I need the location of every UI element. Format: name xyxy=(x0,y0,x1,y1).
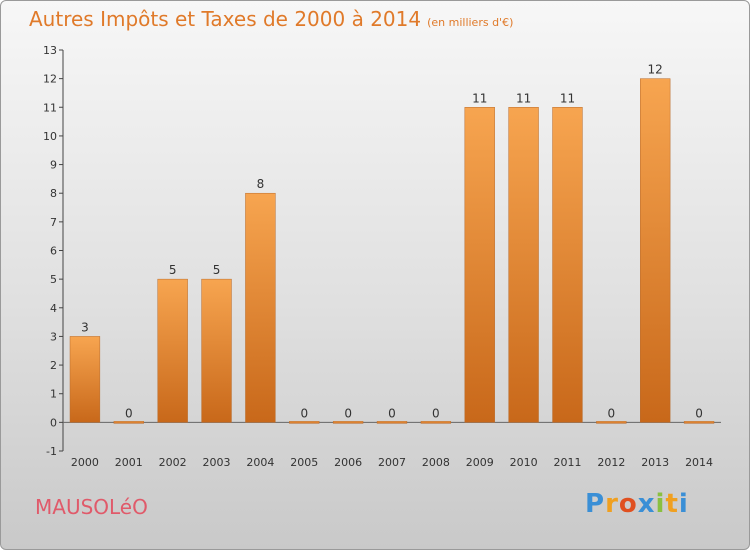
bar-2003 xyxy=(201,278,232,423)
x-tick-label: 2002 xyxy=(159,456,187,469)
logo-letter: P xyxy=(585,489,606,519)
y-tick-label: 4 xyxy=(50,302,57,315)
x-tick-label: 2013 xyxy=(641,456,669,469)
logo-letter: r xyxy=(605,489,619,519)
bar-2012 xyxy=(596,421,627,424)
logo-letter: x xyxy=(637,489,656,519)
bar-2013 xyxy=(640,78,671,423)
logo-letter: o xyxy=(618,489,638,519)
bar-value-label: 11 xyxy=(516,91,531,105)
logo-letter: i xyxy=(678,489,689,519)
x-tick-label: 2014 xyxy=(685,456,713,469)
proxiti-logo[interactable]: Proxiti xyxy=(585,489,689,519)
place-name: MAUSOLéO xyxy=(35,495,148,519)
y-tick-label: 3 xyxy=(50,330,57,343)
y-tick-label: 7 xyxy=(50,216,57,229)
bar-value-label: 5 xyxy=(169,263,177,277)
x-tick-label: 2010 xyxy=(510,456,538,469)
bar-value-label: 11 xyxy=(560,91,575,105)
bar-value-label: 0 xyxy=(608,406,616,420)
x-tick-label: 2000 xyxy=(71,456,99,469)
x-tick-label: 2008 xyxy=(422,456,450,469)
y-tick-label: 8 xyxy=(50,187,57,200)
bar-2001 xyxy=(113,421,144,424)
bar-value-label: 0 xyxy=(388,406,396,420)
bar-value-label: 12 xyxy=(648,63,663,77)
bar-2005 xyxy=(289,421,320,424)
bar-value-label: 8 xyxy=(257,177,265,191)
y-tick-label: 0 xyxy=(50,416,57,429)
bar-2008 xyxy=(420,421,452,424)
x-tick-label: 2012 xyxy=(597,456,625,469)
chart-title-text: Autres Impôts et Taxes de 2000 à 2014 xyxy=(29,7,422,31)
y-tick-label: 9 xyxy=(50,159,57,172)
x-tick-label: 2007 xyxy=(378,456,406,469)
bar-value-label: 0 xyxy=(344,406,352,420)
bar-value-label: 0 xyxy=(432,406,440,420)
bar-value-label: 3 xyxy=(81,320,89,334)
x-tick-label: 2005 xyxy=(290,456,318,469)
x-tick-label: 2001 xyxy=(115,456,143,469)
bar-2011 xyxy=(552,107,583,423)
bar-2007 xyxy=(376,421,408,424)
bar-2014 xyxy=(683,421,715,424)
y-tick-label: 12 xyxy=(43,73,57,86)
bar-2000 xyxy=(69,336,101,423)
x-tick-label: 2011 xyxy=(553,456,581,469)
y-tick-label: 13 xyxy=(43,44,57,57)
bar-2006 xyxy=(332,421,364,424)
y-tick-label: 10 xyxy=(43,130,57,143)
bar-2004 xyxy=(245,192,276,423)
bar-value-label: 11 xyxy=(472,91,487,105)
bar-value-label: 5 xyxy=(213,263,221,277)
bar-value-label: 0 xyxy=(125,406,133,420)
x-tick-label: 2009 xyxy=(466,456,494,469)
x-tick-label: 2003 xyxy=(203,456,231,469)
y-tick-label: 1 xyxy=(50,388,57,401)
bar-2002 xyxy=(157,278,188,423)
chart-subtitle: (en milliers d'€) xyxy=(427,16,514,29)
logo-letter: i xyxy=(655,489,666,519)
bar-value-label: 0 xyxy=(300,406,308,420)
y-tick-label: 2 xyxy=(50,359,57,372)
logo-letter: t xyxy=(665,489,679,519)
bar-2009 xyxy=(464,107,495,423)
x-tick-label: 2004 xyxy=(246,456,274,469)
y-tick-label: 5 xyxy=(50,273,57,286)
bar-2010 xyxy=(508,107,539,423)
y-tick-label: 6 xyxy=(50,245,57,258)
chart-title: Autres Impôts et Taxes de 2000 à 2014 (en… xyxy=(29,7,513,31)
x-tick-label: 2006 xyxy=(334,456,362,469)
y-tick-label: 11 xyxy=(43,101,57,114)
bar-value-label: 0 xyxy=(695,406,703,420)
y-tick-label: -1 xyxy=(46,445,57,458)
